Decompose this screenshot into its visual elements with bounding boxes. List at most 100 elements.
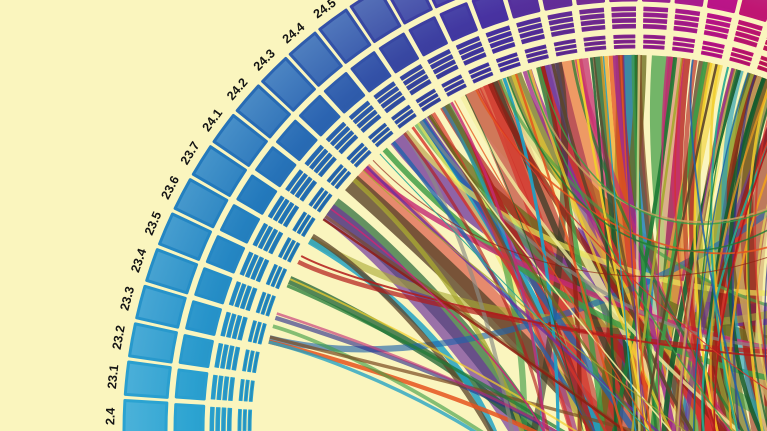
ring-segment-stripe [352,105,374,125]
ring-segment-stripe [735,31,760,42]
ring-segment-stripe [360,114,382,133]
ribbon [746,88,767,431]
ring-segment-stripe [272,198,290,222]
ring-segment-stripe [225,345,235,370]
ring-segment-stripe [237,408,242,431]
ring-segment-stripe [702,40,725,49]
ribbon [379,153,650,431]
ribbon [538,66,767,225]
ribbon [362,169,687,431]
ring-segment [408,16,448,57]
ring-segment-stripe [613,44,636,49]
ribbon [527,70,733,431]
ring-segment [185,300,222,336]
ring-segment-stripe [460,46,485,61]
ribbon [403,132,550,431]
ribbon [365,165,660,431]
ring-segment-stripe [294,176,313,199]
ribbon [631,54,661,431]
ring-segment-stripe [275,268,288,290]
ribbon [710,66,739,431]
ring-segment-stripe [733,36,758,48]
ring-segment-stripe [497,57,520,68]
ring-segment-stripe [226,407,233,431]
ring-segment-stripe [554,43,577,52]
ribbon [322,218,628,431]
ring-segment [350,51,392,93]
ring-segment-stripe [255,258,270,283]
ring-segment-stripe [446,83,467,97]
ring-segment-stripe [237,316,248,341]
ring-segment-stripe [247,409,253,431]
ring-segment-stripe [221,407,227,431]
ribbon [657,56,670,431]
ring-segment-stripe [491,42,516,54]
ring-segment-stripe [391,104,411,121]
ribbon [506,76,767,252]
ring-segment [323,72,366,114]
ring-segment-stripe [215,407,221,431]
ring-segment-stripe [762,45,767,52]
ring-segment-stripe [282,239,296,261]
ring-segment-stripe [373,81,396,100]
ring-segment-stripe [268,231,284,255]
ring-segment-stripe [220,311,231,337]
ring-segment-stripe [499,62,521,73]
ring-segment [349,0,402,44]
ring-segment-stripe [292,211,307,232]
ring-segment-stripe [642,24,667,30]
ring-segment-stripe [247,350,255,373]
ring-segment-stripe [527,54,549,64]
ring-segment-stripe [228,377,235,401]
ring-segment-stripe [290,172,308,195]
ring-segment-stripe [312,190,329,210]
ring-segment-stripe [231,346,241,371]
ring-segment-stripe [579,7,605,15]
ring-segment-stripe [368,122,387,140]
ring-segment-stripe [613,39,636,44]
ring-segment-stripe [611,12,637,18]
ribbon [682,59,718,431]
ribbon [268,340,477,431]
ring-segment-stripe [316,193,333,213]
ring-segment-stripe [643,34,666,40]
ring-segment-stripe [216,375,224,401]
ring-segment-stripe [277,201,295,225]
ring-segment-stripe [402,69,426,86]
ribbon [276,312,558,431]
ribbon [391,140,596,431]
ribbon [526,70,767,223]
ring-segment-stripe [700,50,723,59]
ribbon [477,88,767,390]
ring-segment [205,235,246,274]
ring-segment-stripe [548,16,574,26]
ring-segment-stripe [265,295,276,317]
ring-segment [431,0,456,9]
ring-segment-stripe [245,287,258,312]
ring-segment-stripe [673,36,696,44]
ring-segment-stripe [226,313,237,338]
ring-segment-stripe [252,321,262,344]
ring-segment-stripe [248,380,255,402]
ring-segment-stripe [583,35,606,42]
ribbon [764,264,767,383]
ring-segment-stripe [330,167,348,187]
ribbon-layer [268,54,767,431]
ribbon [268,339,538,431]
ribbon [528,69,672,431]
ring-segment-stripe [318,156,337,178]
ring-segment-stripe [252,351,260,374]
ribbon [330,208,545,431]
ring-segment-stripe [278,237,292,259]
ring-segment-stripe [252,222,268,247]
ring-segment [439,2,478,42]
ring-segment-stripe [270,266,283,288]
ring-segment-stripe [313,152,333,174]
ring-layer [122,0,767,431]
ring-segment-stripe [247,320,257,343]
ribbon [589,57,617,431]
ring-segment-stripe [239,251,254,276]
ring-segment-stripe [705,18,731,28]
ring-segment-stripe [435,64,459,80]
